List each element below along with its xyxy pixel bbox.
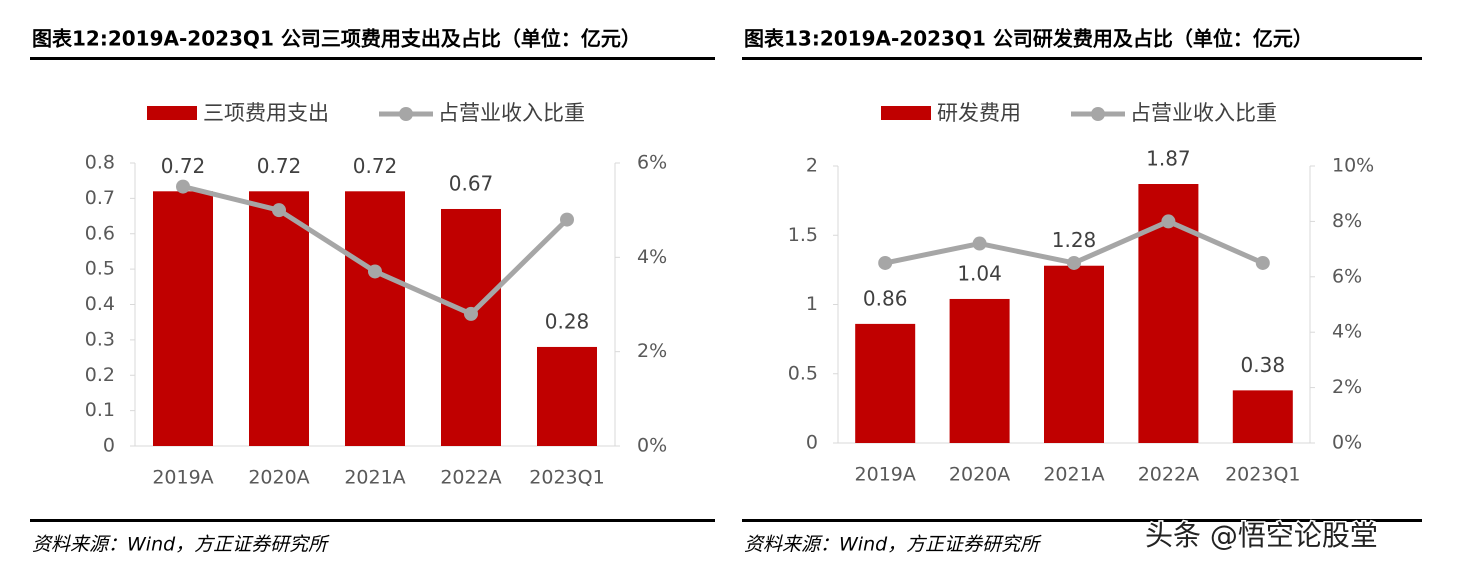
bar [441,208,501,446]
bar [949,298,1010,443]
x-tick-label: 2023Q1 [1225,464,1300,486]
chart-title: 图表12:2019A-2023Q1 公司三项费用支出及占比（单位：亿元） [32,27,641,51]
y-tick-label: 1.5 [788,224,818,246]
line-point [464,306,478,321]
line-point [1067,255,1081,270]
y2-tick-label: 2% [637,340,667,362]
value-label: 1.28 [1052,228,1097,252]
y2-tick-label: 6% [1332,265,1362,287]
line-point [972,236,987,251]
y-tick-label: 0.1 [85,399,115,421]
y-tick-label: 0.3 [85,328,115,350]
x-tick-label: 2022A [440,467,501,489]
bar [153,191,213,446]
value-label: 0.38 [1241,353,1286,377]
x-tick-label: 2021A [344,467,405,489]
line-point [560,212,574,227]
y2-tick-label: 4% [637,246,667,268]
y2-tick-label: 10% [1332,155,1374,177]
line-point [878,255,893,270]
line-point [368,264,382,279]
bar [249,191,309,446]
y2-tick-label: 6% [637,152,667,174]
source-rule [30,519,715,522]
y-tick-label: 0.5 [85,258,115,280]
bar [1044,265,1104,443]
x-tick-label: 2020A [949,464,1010,486]
y2-tick-label: 0% [1332,432,1362,454]
legend-label: 占营业收入比重 [1130,101,1277,125]
title-rule [742,57,1422,60]
y-tick-label: 0.8 [85,152,115,174]
legend-label: 占营业收入比重 [438,101,585,125]
value-label: 0.86 [863,286,908,310]
source-rule [742,519,1422,522]
y-tick-label: 1 [806,293,818,315]
legend-swatch [147,106,197,120]
legend-marker [1091,107,1105,121]
y-tick-label: 0.6 [85,222,115,244]
value-label: 1.04 [957,261,1002,285]
x-tick-label: 2021A [1043,464,1104,486]
title-rule [30,57,715,60]
source: 资料来源：Wind，方正证券研究所 [744,534,1042,556]
source: 资料来源：Wind，方正证券研究所 [32,534,330,556]
y-tick-label: 2 [806,155,818,177]
watermark: 头条 @悟空论股堂 [1145,519,1378,552]
y2-tick-label: 2% [1332,376,1362,398]
line-point [1161,214,1176,229]
x-tick-label: 2020A [248,467,309,489]
value-label: 0.28 [545,309,590,333]
y-tick-label: 0.4 [85,293,115,315]
bar [855,323,916,443]
line-point [272,203,286,218]
line-point [1255,255,1270,270]
bar [1232,390,1293,443]
y2-tick-label: 4% [1332,321,1362,343]
value-label: 0.72 [353,154,398,178]
y-tick-label: 0 [806,432,818,454]
value-label: 0.72 [257,154,302,178]
legend-label: 三项费用支出 [203,101,329,125]
y-tick-label: 0.5 [788,362,818,384]
bar [345,191,405,446]
x-tick-label: 2023Q1 [529,467,604,489]
x-tick-label: 2019A [855,464,916,486]
legend-swatch [881,106,931,120]
legend-label: 研发费用 [937,101,1021,125]
value-label: 0.72 [161,154,206,178]
chart-title: 图表13:2019A-2023Q1 公司研发费用及占比（单位：亿元） [744,27,1313,51]
y-tick-label: 0.7 [85,187,115,209]
y-tick-label: 0.2 [85,364,115,386]
line-point [176,179,190,194]
y2-tick-label: 0% [637,435,667,457]
y2-tick-label: 8% [1332,210,1362,232]
y-tick-label: 0 [103,435,115,457]
x-tick-label: 2019A [152,467,213,489]
value-label: 0.67 [449,171,494,195]
x-tick-label: 2022A [1138,464,1199,486]
value-label: 1.87 [1146,147,1191,171]
legend-marker [399,107,413,121]
bar [537,346,597,446]
